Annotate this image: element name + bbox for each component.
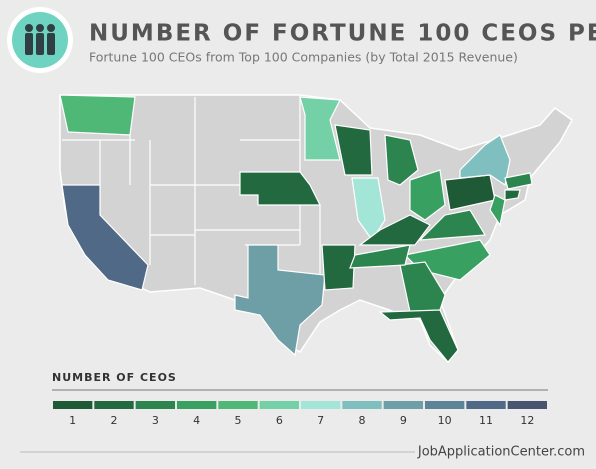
legend-swatch [507,401,547,409]
legend-swatch [177,401,217,409]
legend-label: 9 [400,414,407,427]
state [399,261,446,313]
state [61,184,149,291]
state [409,169,446,221]
regions [59,94,533,363]
legend-label: 11 [479,414,493,427]
state [349,244,411,269]
legend-swatch [425,401,465,409]
legend-label: 3 [152,414,159,427]
state [378,309,459,363]
legend-swatch [94,401,134,409]
legend-title: NUMBER OF CEOS [52,371,177,384]
state [504,189,521,201]
state [418,209,487,241]
state [299,96,341,161]
legend-label: 10 [438,414,452,427]
state [459,134,511,186]
legend-swatch [383,401,423,409]
state [239,171,321,206]
legend-label: 7 [317,414,324,427]
state [489,194,506,227]
state [351,177,386,242]
legend-swatch [466,401,506,409]
legend-label: 8 [359,414,366,427]
state [234,244,326,357]
state [334,124,373,176]
title: NUMBER OF FORTUNE 100 CEOS PER STATE [89,21,596,47]
state [59,94,136,136]
legend-swatch [301,401,341,409]
state [358,214,431,246]
legend-label: 5 [235,414,242,427]
legend-swatch [53,401,93,409]
legend-swatch [259,401,299,409]
footer: JobApplicationCenter.com [417,445,585,460]
legend-label: 1 [69,414,76,427]
legend-label: 12 [520,414,534,427]
subtitle: Fortune 100 CEOs from Top 100 Companies … [89,50,518,65]
logo-icon [7,7,73,73]
legend-label: 4 [193,414,200,427]
legend-swatch [342,401,382,409]
legend-label: 6 [276,414,283,427]
legend-swatch [218,401,258,409]
state [321,244,356,291]
legend: 1 2 3 4 5 6 7 8 9 10 11 12 [53,401,547,427]
legend-label: 2 [111,414,118,427]
state [384,134,419,186]
state [504,172,533,190]
legend-swatch [135,401,175,409]
